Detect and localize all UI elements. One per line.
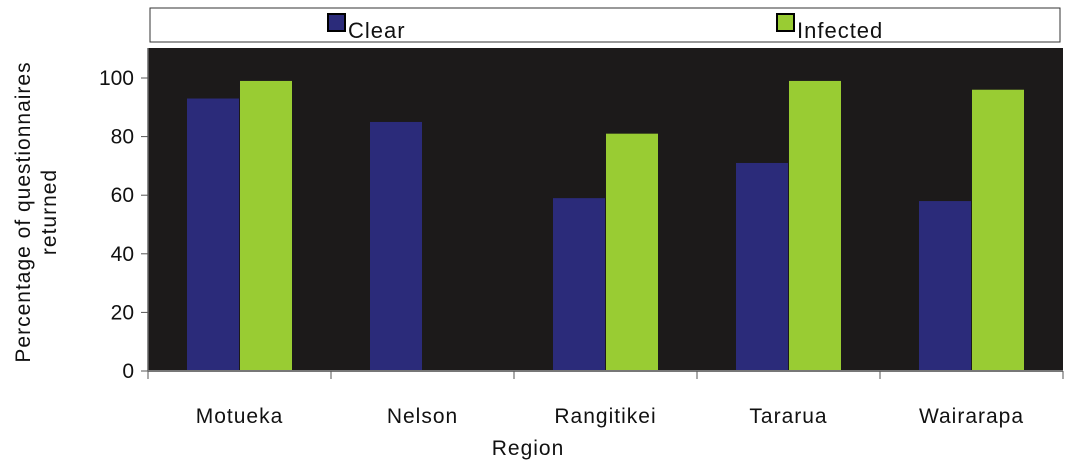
- y-tick-label: 100: [99, 67, 134, 90]
- bar-infected-tararua: [789, 80, 841, 372]
- y-tick-label: 60: [111, 184, 134, 207]
- bar-clear-motueka: [187, 98, 239, 371]
- bar-clear-rangitikei: [553, 198, 605, 371]
- x-tick-label: Motueka: [196, 405, 284, 428]
- x-tick-label: Wairarapa: [919, 405, 1024, 428]
- legend-label-clear: Clear: [348, 18, 406, 43]
- y-axis-title-line-1: Percentage of questionnaires: [12, 61, 35, 362]
- bars-group: [148, 80, 1063, 372]
- y-tick-label: 40: [111, 243, 134, 266]
- x-axis-title: Region: [492, 437, 565, 460]
- x-tick-label: Nelson: [387, 405, 458, 428]
- legend: Clear Infected: [149, 7, 1061, 43]
- bar-clear-nelson: [370, 121, 422, 371]
- bar-clear-tararua: [736, 162, 788, 371]
- x-ticks-group: [147, 371, 1064, 379]
- y-axis-title: Percentage of questionnaires returned: [12, 61, 61, 362]
- x-tick-label: Rangitikei: [554, 405, 656, 428]
- bar-infected-motueka: [240, 80, 292, 372]
- y-tick-label: 20: [111, 301, 134, 324]
- x-tick-label: Tararua: [749, 405, 827, 428]
- bar-clear-wairarapa: [919, 201, 971, 371]
- x-labels-group: Motueka Nelson Rangitikei Tararua Wairarapa: [196, 405, 1024, 428]
- plot-area: [148, 48, 1063, 371]
- legend-box: [149, 7, 1061, 43]
- y-ticks-group: 0 20 40 60 80 100: [99, 67, 148, 383]
- legend-swatch-infected: [776, 13, 795, 32]
- y-tick-label: 80: [111, 126, 134, 149]
- legend-swatch-clear: [327, 13, 346, 32]
- y-tick-label: 0: [122, 360, 134, 383]
- bar-infected-rangitikei: [606, 133, 658, 371]
- y-axis-title-line-2: returned: [38, 169, 61, 255]
- bar-infected-wairarapa: [972, 89, 1024, 371]
- legend-label-infected: Infected: [797, 18, 883, 43]
